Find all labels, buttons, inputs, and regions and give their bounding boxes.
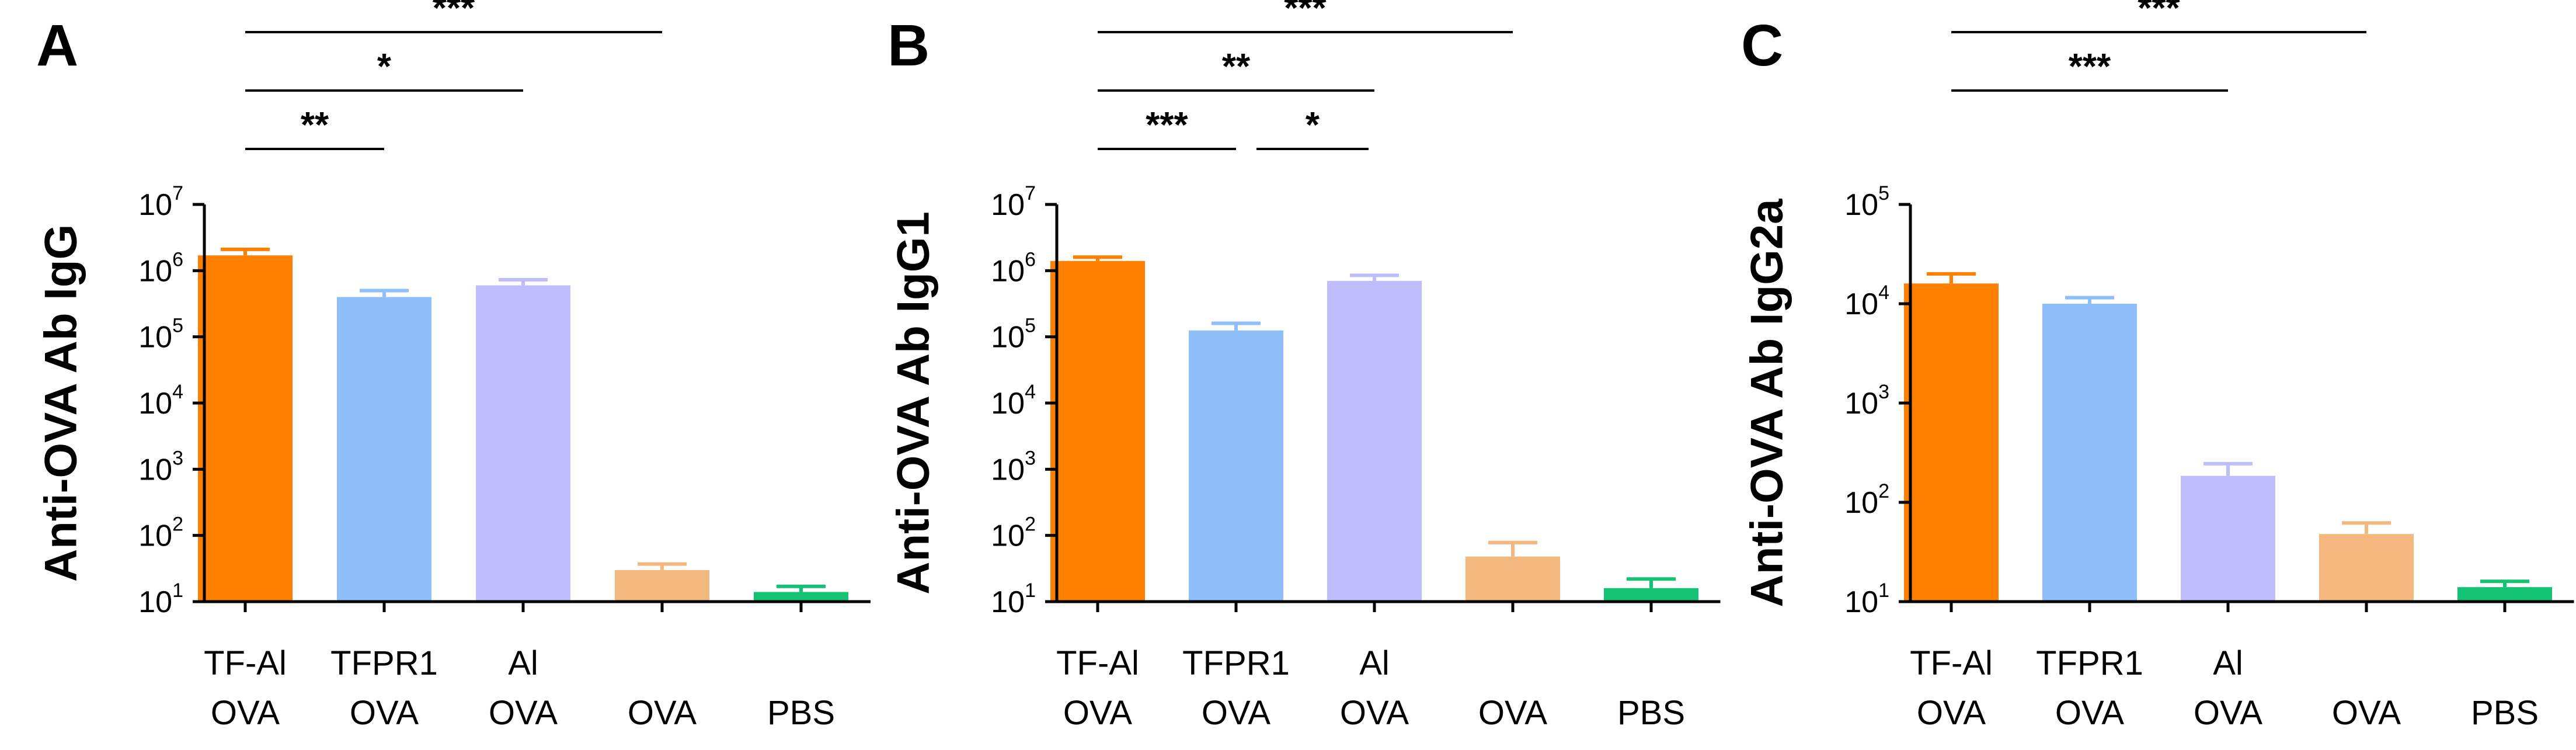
x-tick-label-a-2-line1: Al (508, 644, 538, 682)
bar-b-4 (1604, 588, 1698, 602)
significance-label-a-1: * (377, 47, 392, 87)
panel-c: C Anti-OVA Ab IgG2a 101 102 103 104 105 TF-Al OV… (1741, 0, 2574, 732)
bar-b-3 (1465, 556, 1560, 602)
y-tick-label-b-5: 106 (991, 248, 1036, 288)
significance-label-b-2: *** (1146, 105, 1188, 145)
x-tick-label-c-0-line1: TF-Al (1910, 644, 1993, 682)
y-tick-label-b-4: 105 (991, 315, 1036, 355)
x-tick-label-a-3-line2: OVA (628, 694, 697, 732)
y-tick-label-c-0: 101 (1844, 579, 1889, 619)
y-tick-label-c-3: 104 (1844, 282, 1889, 321)
y-tick-label-c-4: 105 (1844, 182, 1889, 222)
x-tick-label-b-3-line2: OVA (1478, 694, 1547, 732)
bar-a-3 (615, 570, 709, 602)
x-tick-label-b-1-line1: TFPR1 (1182, 644, 1290, 682)
bar-c-3 (2319, 534, 2414, 602)
x-tick-label-c-2-line1: Al (2213, 644, 2243, 682)
x-tick-label-a-1-line1: TFPR1 (330, 644, 438, 682)
panel-letter-a: A (36, 13, 78, 78)
x-tick-label-b-1-line2: OVA (1202, 694, 1270, 732)
x-tick-label-b-4-line2: PBS (1617, 694, 1685, 732)
y-tick-label-c-1: 102 (1844, 480, 1889, 520)
y-axis-label-a: Anti-OVA Ab IgG (35, 224, 86, 582)
x-tick-label-a-0-line2: OVA (211, 694, 280, 732)
bar-a-2 (476, 285, 570, 602)
significance-label-c-1: *** (2069, 47, 2111, 87)
y-axis-label-b: Anti-OVA Ab IgG1 (887, 211, 939, 595)
x-tick-label-c-1-line1: TFPR1 (2036, 644, 2143, 682)
y-tick-label-b-3: 104 (991, 381, 1036, 421)
y-tick-label-a-2: 103 (138, 447, 183, 487)
y-tick-label-a-0: 101 (138, 579, 183, 619)
x-tick-label-b-2-line1: Al (1359, 644, 1390, 682)
bar-b-1 (1189, 330, 1283, 602)
y-tick-label-a-4: 105 (138, 315, 183, 355)
y-axis-label-c: Anti-OVA Ab IgG2a (1741, 199, 1792, 607)
x-tick-label-b-2-line2: OVA (1340, 694, 1409, 732)
significance-label-a-2: ** (301, 105, 329, 145)
bar-b-2 (1327, 280, 1422, 602)
y-tick-label-b-2: 103 (991, 447, 1036, 487)
x-tick-label-a-0-line1: TF-Al (204, 644, 287, 682)
panel-a: A Anti-OVA Ab IgG 101 102 103 104 105 106 107 TF-… (35, 0, 871, 732)
bar-c-1 (2042, 304, 2137, 602)
panel-b: B Anti-OVA Ab IgG1 101 102 103 104 105 106 107 TF… (887, 0, 1721, 732)
bar-b-0 (1050, 261, 1145, 602)
x-tick-label-c-4-line2: PBS (2471, 694, 2539, 732)
x-tick-label-a-2-line2: OVA (489, 694, 558, 732)
bar-a-0 (198, 255, 293, 602)
x-tick-label-b-0-line1: TF-Al (1056, 644, 1139, 682)
panel-letter-c: C (1741, 13, 1783, 78)
x-tick-label-c-0-line2: OVA (1917, 694, 1986, 732)
y-tick-label-b-0: 101 (991, 579, 1036, 619)
x-tick-label-c-1-line2: OVA (2055, 694, 2124, 732)
y-tick-label-a-1: 102 (138, 513, 183, 553)
y-tick-label-b-1: 102 (991, 513, 1036, 553)
bar-a-1 (337, 297, 431, 602)
significance-label-b-3: * (1306, 105, 1320, 145)
bar-c-2 (2181, 475, 2275, 602)
x-tick-label-a-4-line2: PBS (767, 694, 835, 732)
bar-c-0 (1904, 283, 1999, 602)
significance-label-b-1: ** (1222, 47, 1251, 87)
x-tick-label-c-2-line2: OVA (2194, 694, 2262, 732)
significance-label-a-0: *** (433, 0, 475, 29)
significance-label-c-0: *** (2138, 0, 2180, 29)
significance-label-b-0: *** (1284, 0, 1327, 29)
y-tick-label-a-5: 106 (138, 248, 183, 288)
y-tick-label-a-6: 107 (138, 182, 183, 222)
y-tick-label-b-6: 107 (991, 182, 1036, 222)
x-tick-label-b-0-line2: OVA (1063, 694, 1132, 732)
x-tick-label-a-1-line2: OVA (350, 694, 419, 732)
y-tick-label-c-2: 103 (1844, 381, 1889, 421)
panel-letter-b: B (887, 13, 930, 78)
x-tick-label-c-3-line2: OVA (2332, 694, 2401, 732)
y-tick-label-a-3: 104 (138, 381, 183, 421)
bar-c-4 (2457, 587, 2552, 602)
bar-a-4 (754, 592, 848, 602)
